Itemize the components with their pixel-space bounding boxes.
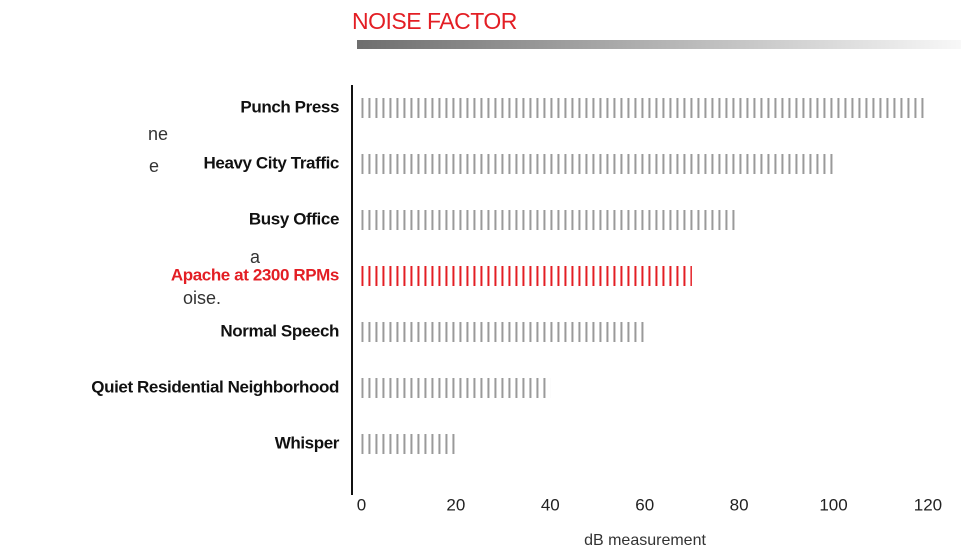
x-tick-label: 40	[541, 495, 560, 514]
category-label: Quiet Residential Neighborhood	[91, 377, 339, 396]
bar	[361, 266, 692, 286]
bar	[361, 98, 928, 118]
chart-title: NOISE FACTOR	[352, 8, 517, 34]
side-text: oise.	[183, 288, 221, 308]
bar	[361, 434, 456, 454]
x-tick-label: 60	[635, 495, 654, 514]
category-label: Busy Office	[249, 209, 339, 228]
x-tick-label: 120	[914, 495, 942, 514]
x-tick-label: 20	[446, 495, 465, 514]
bar	[361, 210, 740, 230]
category-label: Normal Speech	[220, 321, 339, 340]
bar	[361, 378, 551, 398]
bar	[361, 322, 645, 342]
category-label: Apache at 2300 RPMs	[171, 265, 339, 284]
x-axis-label: dB measurement	[584, 532, 706, 549]
side-text: e	[149, 156, 159, 176]
x-tick-label: 100	[819, 495, 847, 514]
x-tick-label: 80	[730, 495, 749, 514]
category-label: Whisper	[275, 433, 340, 452]
category-label: Heavy City Traffic	[204, 153, 339, 172]
side-text: a	[250, 247, 261, 267]
bar	[361, 154, 834, 174]
x-tick-label: 0	[357, 495, 366, 514]
side-text: ne	[148, 124, 168, 144]
title-rule	[357, 40, 961, 49]
category-label: Punch Press	[240, 97, 339, 116]
